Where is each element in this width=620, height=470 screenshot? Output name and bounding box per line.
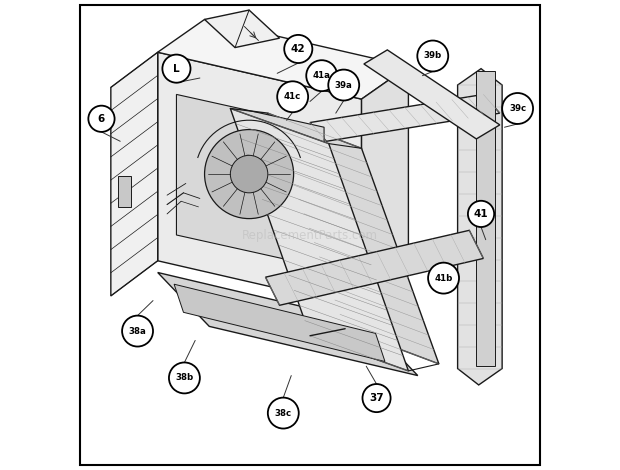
- Circle shape: [162, 55, 190, 83]
- Circle shape: [169, 362, 200, 393]
- Text: 41: 41: [474, 209, 489, 219]
- Circle shape: [268, 398, 299, 429]
- Text: 37: 37: [370, 393, 384, 403]
- Circle shape: [328, 70, 359, 101]
- Polygon shape: [361, 66, 409, 308]
- Text: 39c: 39c: [509, 104, 526, 113]
- Text: 38c: 38c: [275, 408, 292, 417]
- Polygon shape: [157, 273, 418, 376]
- FancyBboxPatch shape: [81, 5, 539, 465]
- Polygon shape: [231, 109, 409, 371]
- Circle shape: [122, 315, 153, 346]
- Text: 38a: 38a: [129, 327, 146, 336]
- Polygon shape: [268, 113, 439, 364]
- Circle shape: [306, 60, 337, 91]
- Polygon shape: [476, 71, 495, 366]
- Circle shape: [502, 93, 533, 124]
- Text: 41a: 41a: [312, 71, 330, 80]
- Circle shape: [468, 201, 494, 227]
- Polygon shape: [310, 94, 500, 141]
- Polygon shape: [177, 94, 324, 268]
- Circle shape: [205, 130, 294, 219]
- Circle shape: [277, 81, 308, 112]
- Polygon shape: [265, 230, 484, 306]
- Text: ReplacementParts.com: ReplacementParts.com: [242, 228, 378, 242]
- Polygon shape: [364, 50, 500, 139]
- Text: L: L: [173, 63, 180, 74]
- Text: 41c: 41c: [284, 92, 301, 101]
- Text: 6: 6: [98, 114, 105, 124]
- Polygon shape: [157, 52, 361, 308]
- Polygon shape: [458, 69, 502, 385]
- Polygon shape: [205, 10, 280, 47]
- Circle shape: [284, 35, 312, 63]
- Polygon shape: [174, 284, 385, 361]
- Circle shape: [417, 40, 448, 71]
- Text: 42: 42: [291, 44, 306, 54]
- Circle shape: [363, 384, 391, 412]
- Circle shape: [428, 263, 459, 294]
- Text: 39a: 39a: [335, 80, 353, 90]
- Polygon shape: [157, 19, 409, 99]
- Polygon shape: [118, 176, 131, 207]
- Text: 39b: 39b: [423, 52, 442, 61]
- Text: 41b: 41b: [435, 274, 453, 282]
- Polygon shape: [111, 52, 157, 296]
- Circle shape: [231, 156, 268, 193]
- Circle shape: [88, 106, 115, 132]
- Text: 38b: 38b: [175, 374, 193, 383]
